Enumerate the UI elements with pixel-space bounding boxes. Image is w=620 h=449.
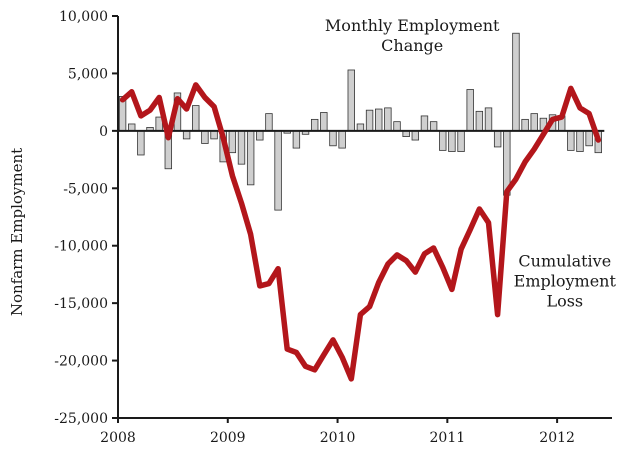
monthly-change-bar: [228, 130, 237, 154]
monthly-change-bar: [265, 113, 273, 132]
monthly-change-bar: [201, 130, 209, 144]
x-tick-label: 2012: [539, 430, 575, 446]
monthly-change-bar: [384, 107, 392, 132]
monthly-change-bar: [521, 118, 529, 132]
monthly-change-bar: [448, 130, 456, 152]
monthly-change-bar: [585, 130, 593, 147]
monthly-change-bar: [493, 130, 502, 148]
monthly-change-bar: [393, 121, 401, 132]
monthly-change-bar: [466, 89, 474, 132]
x-tick-label: 2009: [210, 430, 246, 446]
monthly-change-bar: [128, 123, 136, 132]
annotation-line: Change: [381, 36, 443, 55]
monthly-change-bars: [118, 32, 602, 211]
y-axis-label: Nonfarm Employment: [8, 148, 26, 316]
y-tick-label: -15,000: [54, 296, 108, 312]
x-tick-label: 2008: [100, 430, 136, 446]
monthly-change-bar: [338, 130, 346, 149]
x-tick-label: 2010: [320, 430, 356, 446]
monthly-change-bar: [292, 130, 301, 149]
monthly-change-bar: [246, 130, 255, 186]
y-tick-label: -10,000: [54, 239, 108, 255]
y-tick-label: 10,000: [59, 9, 108, 25]
y-tick-label: -25,000: [54, 411, 108, 427]
monthly-change-bar: [192, 105, 200, 132]
monthly-change-bar: [576, 130, 584, 152]
monthly-change-bar: [484, 107, 493, 132]
monthly-change-bar: [365, 109, 374, 132]
monthly-change-bar: [256, 130, 264, 141]
monthly-change-bar: [420, 115, 429, 132]
monthly-change-bar: [375, 108, 383, 132]
y-tick-label: -5,000: [63, 181, 108, 197]
x-tick-label: 2011: [430, 430, 466, 446]
annotations: Monthly Employment Change Cumulative Employ…: [325, 16, 617, 310]
monthly-change-bar: [310, 118, 319, 132]
monthly-change-bar: [274, 130, 282, 211]
x-axis-ticks: 2008 2009 2010 2011 2012: [100, 418, 575, 446]
monthly-change-bar: [530, 113, 538, 132]
y-tick-label: -20,000: [54, 354, 108, 370]
monthly-change-bar: [210, 130, 218, 140]
monthly-change-bar: [347, 69, 355, 132]
monthly-change-bar: [356, 123, 365, 132]
annotation-line: Loss: [546, 291, 583, 310]
cumulative-loss-line: [119, 82, 602, 382]
cumulative-loss-annotation: Cumulative Employment Loss: [514, 251, 617, 310]
y-axis-ticks: 10,000 5,000 0 -5,000 -10,000 -15,000 -20,000 -…: [54, 9, 118, 427]
monthly-change-bar: [457, 130, 465, 152]
monthly-change-bar: [512, 32, 520, 132]
monthly-change-bar: [411, 130, 420, 141]
annotation-line: Employment: [514, 271, 617, 290]
annotation-line: Cumulative: [518, 251, 611, 270]
monthly-change-annotation: Monthly Employment Change: [325, 16, 500, 55]
monthly-change-bar: [567, 130, 575, 151]
annotation-line: Monthly Employment: [325, 16, 500, 35]
monthly-change-bar: [320, 112, 328, 132]
y-tick-label: 0: [99, 124, 108, 140]
monthly-change-bar: [439, 130, 447, 151]
monthly-change-bar: [237, 130, 246, 165]
monthly-change-bar: [475, 110, 484, 132]
monthly-change-bar: [182, 130, 191, 140]
y-tick-label: 5,000: [68, 66, 108, 82]
monthly-change-bar: [329, 130, 337, 147]
monthly-change-bar: [137, 130, 145, 156]
monthly-change-bar: [429, 121, 438, 132]
